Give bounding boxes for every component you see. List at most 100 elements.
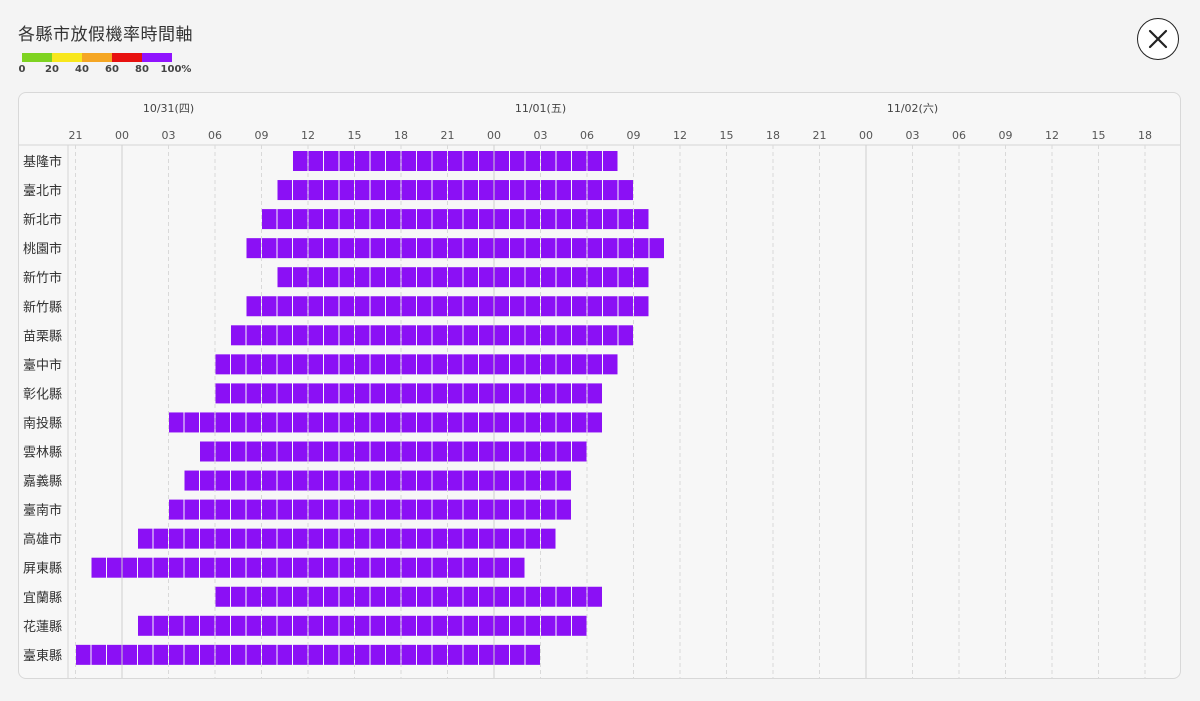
probability-cell: [510, 180, 525, 201]
probability-cell: [355, 209, 370, 230]
probability-cell: [494, 528, 509, 549]
probability-cell: [448, 354, 463, 375]
probability-cell: [541, 470, 556, 491]
probability-cell: [618, 325, 633, 346]
probability-cell: [556, 267, 571, 288]
probability-cell: [231, 470, 246, 491]
probability-cell: [417, 528, 432, 549]
probability-cell: [432, 586, 447, 607]
probability-cell: [541, 151, 556, 171]
probability-cell: [386, 238, 401, 259]
probability-cell: [308, 354, 323, 375]
probability-cell: [401, 383, 416, 404]
probability-cell: [386, 296, 401, 317]
probability-cell: [556, 586, 571, 607]
probability-cell: [401, 615, 416, 636]
probability-cell: [401, 412, 416, 433]
probability-cell: [339, 151, 354, 171]
probability-cell: [308, 557, 323, 578]
probability-cell: [541, 499, 556, 520]
probability-cell: [308, 499, 323, 520]
probability-cell: [324, 180, 339, 201]
probability-cell: [510, 151, 525, 171]
probability-cell: [355, 557, 370, 578]
probability-cell: [587, 383, 602, 404]
probability-cell: [401, 499, 416, 520]
probability-cell: [339, 209, 354, 230]
x-tick-label: 06: [580, 129, 594, 142]
probability-cell: [417, 151, 432, 171]
timeline-chart-panel: 21 00 03 06 09 12 15 18 21 00 03 06 09 12 15 18 21 00 03 06…: [18, 92, 1181, 679]
probability-cell: [401, 238, 416, 259]
probability-cell: [339, 557, 354, 578]
probability-cell: [355, 238, 370, 259]
probability-cell: [339, 238, 354, 259]
probability-cell: [401, 354, 416, 375]
probability-cell: [262, 441, 277, 462]
row-label: 花蓮縣: [23, 619, 62, 635]
close-icon: [1148, 29, 1168, 49]
probability-cell: [572, 441, 587, 462]
probability-cell: [355, 296, 370, 317]
legend-swatch-60: [112, 53, 142, 62]
probability-cell: [200, 644, 215, 665]
probability-cell: [246, 354, 261, 375]
probability-cell: [215, 412, 230, 433]
probability-cell: [432, 238, 447, 259]
probability-cell: [231, 354, 246, 375]
probability-cell: [463, 557, 478, 578]
probability-cell: [184, 499, 199, 520]
probability-cell: [339, 354, 354, 375]
probability-cell: [215, 354, 230, 375]
probability-cell: [355, 615, 370, 636]
probability-cell: [308, 412, 323, 433]
probability-cell: [510, 470, 525, 491]
probability-cell: [246, 470, 261, 491]
probability-cell: [587, 238, 602, 259]
probability-cell: [634, 296, 649, 317]
probability-cell: [293, 296, 308, 317]
probability-cell: [386, 180, 401, 201]
probability-cell: [370, 151, 385, 171]
legend-swatch-40: [82, 53, 112, 62]
probability-cell: [479, 441, 494, 462]
probability-cell: [386, 586, 401, 607]
probability-cell: [386, 209, 401, 230]
probability-cell: [525, 354, 540, 375]
close-button[interactable]: [1137, 18, 1179, 60]
probability-cell: [556, 499, 571, 520]
probability-cell: [215, 470, 230, 491]
probability-cell: [91, 644, 106, 665]
legend-swatch-80: [142, 53, 172, 62]
probability-cell: [525, 499, 540, 520]
probability-cell: [262, 528, 277, 549]
probability-cell: [293, 383, 308, 404]
probability-cell: [494, 354, 509, 375]
probability-cell: [169, 528, 184, 549]
probability-cell: [525, 325, 540, 346]
probability-cell: [308, 586, 323, 607]
probability-cell: [308, 209, 323, 230]
probability-cell: [107, 644, 122, 665]
probability-cell: [246, 383, 261, 404]
probability-cell: [370, 325, 385, 346]
x-tick-label: 15: [1092, 129, 1106, 142]
row-label: 新北市: [23, 212, 62, 228]
probability-cell: [525, 615, 540, 636]
probability-cell: [587, 267, 602, 288]
probability-cell: [494, 296, 509, 317]
probability-cell: [262, 412, 277, 433]
probability-cell: [541, 238, 556, 259]
probability-cell: [324, 412, 339, 433]
x-tick-label: 06: [952, 129, 966, 142]
probability-cell: [479, 412, 494, 433]
probability-cell: [355, 470, 370, 491]
probability-cell: [618, 238, 633, 259]
probability-cell: [293, 209, 308, 230]
probability-cell: [293, 412, 308, 433]
probability-cell: [324, 267, 339, 288]
x-tick-label: 15: [348, 129, 362, 142]
probability-cell: [370, 586, 385, 607]
probability-cell: [231, 441, 246, 462]
probability-cell: [293, 354, 308, 375]
